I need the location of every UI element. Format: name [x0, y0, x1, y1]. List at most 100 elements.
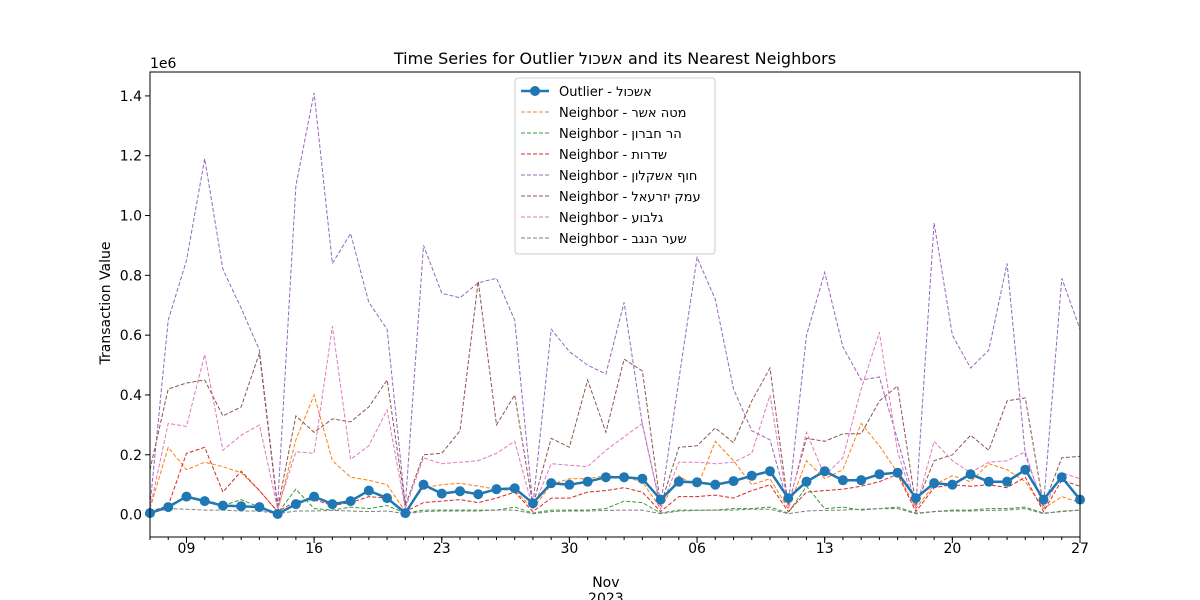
outlier-point [783, 493, 794, 504]
x-tick-label: 20 [943, 541, 961, 557]
outlier-point [564, 479, 575, 490]
outlier-point [382, 493, 393, 504]
outlier-point [856, 475, 867, 486]
legend-label: Neighbor - הר חברון [559, 127, 682, 142]
y-tick-label: 0.4 [120, 388, 142, 404]
outlier-line [149, 467, 1081, 516]
y-tick-label: 1.0 [120, 209, 142, 225]
outlier-point [600, 472, 611, 483]
outlier-point [290, 499, 301, 510]
legend-label: Neighbor - שער הנגב [559, 232, 687, 247]
legend-label: Neighbor - עמק יזרעאל [559, 190, 701, 205]
x-tick-label: 09 [178, 541, 196, 557]
outlier-point [1038, 494, 1049, 505]
outlier-point [418, 479, 429, 490]
outlier-point [637, 473, 648, 484]
y-tick-label: 0.8 [120, 268, 142, 284]
outlier-point [710, 479, 721, 490]
outlier-point [236, 501, 247, 512]
outlier-series [145, 464, 1085, 519]
neighbor-series [149, 485, 1081, 514]
outlier-point [837, 475, 848, 486]
outlier-point [436, 488, 447, 499]
outlier-point [619, 472, 630, 483]
neighbor-line [149, 281, 1081, 509]
y-tick-label: 0.0 [120, 508, 142, 524]
y-tick-label: 1.4 [120, 89, 142, 105]
outlier-point [163, 502, 174, 513]
legend-label: Neighbor - חוף אשקלון [559, 169, 697, 184]
outlier-point [272, 508, 283, 519]
neighbor-series [149, 508, 1081, 515]
x-year-label: 2023 [588, 591, 624, 600]
outlier-point [1056, 472, 1067, 483]
outlier-point [309, 491, 320, 502]
neighbor-series [149, 281, 1081, 509]
outlier-point [509, 483, 520, 494]
outlier-point [892, 467, 903, 478]
legend-box [514, 77, 716, 255]
outlier-point [874, 469, 885, 480]
outlier-point [929, 478, 940, 489]
outlier-point [673, 476, 684, 487]
chart-title: Time Series for Outlier אשכול and its Ne… [393, 49, 836, 68]
legend-label: Neighbor - מטה אשר [559, 106, 686, 121]
legend-marker [530, 86, 540, 96]
outlier-point [527, 498, 538, 509]
outlier-point [582, 476, 593, 487]
outlier-point [746, 470, 757, 481]
outlier-point [965, 469, 976, 480]
y-scale-label: 1e6 [150, 56, 177, 72]
outlier-point [655, 494, 666, 505]
outlier-point [473, 489, 484, 500]
outlier-point [217, 500, 228, 511]
x-tick-label: 06 [688, 541, 706, 557]
y-axis: 0.0 0.2 0.4 0.6 0.8 1.0 1.2 1.4 [120, 89, 150, 524]
neighbor-line [149, 92, 1081, 506]
outlier-point [254, 502, 265, 513]
legend-label: Neighbor - גלבוע [559, 211, 663, 226]
x-tick-label: 16 [305, 541, 323, 557]
outlier-point [1020, 464, 1031, 475]
y-tick-label: 0.2 [120, 448, 142, 464]
outlier-point [181, 491, 192, 502]
outlier-point [692, 477, 703, 488]
outlier-point [1002, 476, 1013, 487]
x-tick-label: 13 [816, 541, 834, 557]
neighbor-line [149, 446, 1081, 513]
outlier-point [819, 466, 830, 477]
outlier-point [455, 486, 465, 497]
outlier-point [910, 493, 921, 504]
outlier-point [765, 466, 775, 477]
outlier-point [491, 484, 502, 495]
neighbor-line [149, 485, 1081, 514]
x-tick-label: 23 [433, 541, 451, 557]
outlier-point [947, 479, 958, 490]
outlier-point [400, 508, 411, 519]
outlier-point [363, 485, 374, 496]
x-tick-label: 30 [560, 541, 578, 557]
y-tick-label: 0.6 [120, 328, 142, 344]
legend-label: Outlier - אשכול [559, 85, 652, 100]
series-layer [145, 92, 1085, 519]
x-tick-label: 27 [1071, 541, 1089, 557]
outlier-point [546, 478, 557, 489]
outlier-point [327, 499, 338, 510]
plot-frame [149, 71, 1081, 538]
legend: Outlier - אשכול Neighbor - מטה אשר Neighbo… [514, 77, 716, 255]
outlier-point [983, 476, 994, 487]
outlier-point [728, 476, 739, 487]
x-month-label: Nov [592, 575, 619, 591]
neighbor-line [149, 326, 1081, 511]
y-tick-label: 1.2 [120, 149, 142, 165]
neighbor-series [149, 326, 1081, 511]
neighbor-series [149, 393, 1081, 513]
neighbor-line [149, 508, 1081, 515]
neighbor-line [149, 393, 1081, 513]
y-axis-label: Transaction Value [98, 242, 114, 366]
outlier-point [345, 496, 356, 507]
neighbor-series [149, 446, 1081, 513]
legend-label: Neighbor - שדרות [559, 148, 667, 163]
